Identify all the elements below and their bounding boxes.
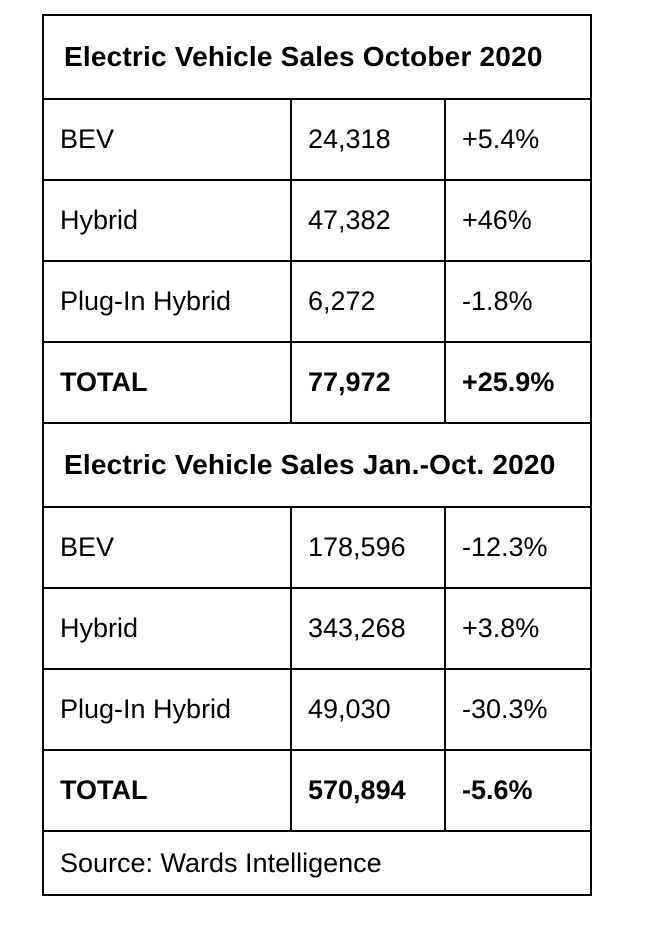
category-cell: Plug-In Hybrid	[42, 668, 292, 751]
category-cell: TOTAL	[42, 341, 292, 424]
table-row: Plug-In Hybrid 49,030 -30.3%	[42, 668, 592, 751]
table-row: Hybrid 343,268 +3.8%	[42, 587, 592, 670]
units-cell: 343,268	[290, 587, 446, 670]
category-cell: Hybrid	[42, 587, 292, 670]
change-cell: -1.8%	[444, 260, 592, 343]
section-title-jan-oct: Electric Vehicle Sales Jan.-Oct. 2020	[42, 422, 592, 508]
category-cell: BEV	[42, 98, 292, 181]
change-cell: +3.8%	[444, 587, 592, 670]
units-cell: 24,318	[290, 98, 446, 181]
section-header-row: Electric Vehicle Sales October 2020	[42, 14, 592, 100]
table-row: Plug-In Hybrid 6,272 -1.8%	[42, 260, 592, 343]
total-row: TOTAL 570,894 -5.6%	[42, 749, 592, 832]
category-cell: TOTAL	[42, 749, 292, 832]
change-cell: -30.3%	[444, 668, 592, 751]
table-row: Hybrid 47,382 +46%	[42, 179, 592, 262]
change-cell: +46%	[444, 179, 592, 262]
units-cell: 49,030	[290, 668, 446, 751]
units-cell: 178,596	[290, 506, 446, 589]
table-row: BEV 178,596 -12.3%	[42, 506, 592, 589]
change-cell: -12.3%	[444, 506, 592, 589]
section-title-october: Electric Vehicle Sales October 2020	[42, 14, 592, 100]
category-cell: Hybrid	[42, 179, 292, 262]
table-row: BEV 24,318 +5.4%	[42, 98, 592, 181]
change-cell: +5.4%	[444, 98, 592, 181]
category-cell: BEV	[42, 506, 292, 589]
total-row: TOTAL 77,972 +25.9%	[42, 341, 592, 424]
change-cell: +25.9%	[444, 341, 592, 424]
category-cell: Plug-In Hybrid	[42, 260, 292, 343]
change-cell: -5.6%	[444, 749, 592, 832]
ev-sales-table: Electric Vehicle Sales October 2020 BEV …	[42, 14, 592, 896]
units-cell: 47,382	[290, 179, 446, 262]
units-cell: 6,272	[290, 260, 446, 343]
units-cell: 77,972	[290, 341, 446, 424]
section-header-row: Electric Vehicle Sales Jan.-Oct. 2020	[42, 422, 592, 508]
units-cell: 570,894	[290, 749, 446, 832]
source-row: Source: Wards Intelligence	[42, 830, 592, 896]
source-note: Source: Wards Intelligence	[42, 830, 592, 896]
